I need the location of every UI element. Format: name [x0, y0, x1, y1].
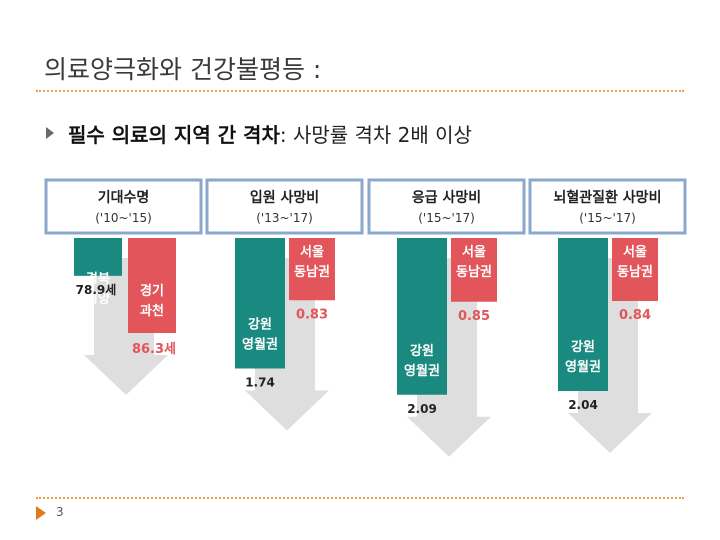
bar-category-label: 영월권: [404, 363, 440, 379]
value-label: 78.9세: [76, 282, 117, 297]
bar-4: [397, 238, 447, 395]
panel-header-box: [367, 178, 526, 235]
value-label: 0.85: [458, 309, 490, 324]
value-label: 2.04: [568, 398, 598, 412]
bullet-rest-text: : 사망률 격차 2배 이상: [279, 122, 472, 147]
bullet-arrow-icon: [46, 127, 54, 139]
value-label: 86.3세: [132, 342, 176, 357]
slide-title: 의료양극화와 건강불평등 :: [44, 55, 322, 84]
value-label: 2.09: [407, 402, 437, 416]
panel-subtitle: ('10~'15): [95, 211, 152, 225]
bar-category-label: 동남권: [456, 264, 492, 280]
title-divider: [36, 90, 684, 92]
panel-header-box: [528, 178, 687, 235]
bar-6: [558, 238, 608, 391]
value-label: 0.83: [296, 307, 328, 322]
bar-category-label: 서울: [623, 244, 647, 260]
bar-category-label: 강원: [248, 317, 272, 333]
panel-subtitle: ('13~'17): [256, 211, 313, 225]
bar-3: [289, 238, 335, 301]
footer-divider: [36, 497, 684, 499]
bar-2: [235, 238, 285, 369]
panel-subtitle: ('15~'17): [418, 211, 475, 225]
bar-category-label: 강원: [571, 339, 595, 355]
bar-category-label: 경기: [140, 283, 164, 299]
bar-category-label: 과천: [140, 304, 164, 319]
panel-title: 응급 사망비: [412, 189, 481, 206]
bar-category-label: 강원: [410, 343, 434, 359]
panel-header-box: [205, 178, 364, 235]
bar-7: [612, 238, 658, 301]
bar-category-label: 경북: [86, 271, 110, 287]
panel-title: 기대수명: [98, 189, 150, 206]
bar-5: [451, 238, 497, 302]
panel-title: 뇌혈관질환 사망비: [554, 189, 662, 206]
value-label: 0.84: [619, 308, 651, 323]
bar-category-label: 서울: [300, 244, 324, 260]
bar-0: [74, 238, 122, 276]
panel-title: 입원 사망비: [250, 189, 319, 206]
page-number: 3: [56, 505, 64, 519]
bullet-strong-text: 필수 의료의 지역 간 격차: [68, 122, 280, 147]
bar-category-label: 영양: [86, 292, 110, 307]
bar-category-label: 동남권: [617, 264, 653, 280]
bar-category-label: 영월권: [242, 337, 278, 353]
panel-subtitle: ('15~'17): [579, 211, 636, 225]
bar-category-label: 영월권: [565, 359, 601, 375]
bullet-point: 필수 의료의 지역 간 격차 : 사망률 격차 2배 이상: [46, 118, 472, 148]
panel-header-box: [44, 178, 203, 235]
page-marker-icon: [36, 506, 46, 520]
bar-category-label: 서울: [462, 244, 486, 260]
bar-1: [128, 238, 176, 333]
bar-category-label: 동남권: [294, 264, 330, 280]
value-label: 1.74: [245, 376, 275, 390]
